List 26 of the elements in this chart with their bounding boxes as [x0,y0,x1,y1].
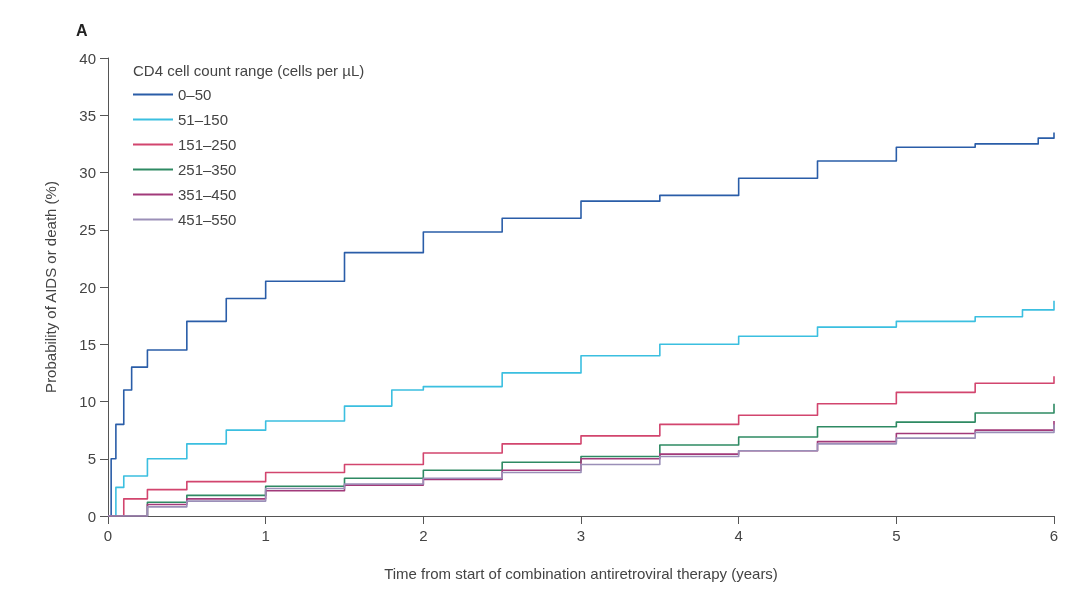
y-tick-label: 0 [87,507,96,525]
y-tick-label: 40 [79,49,96,67]
legend-label: 51–150 [178,111,229,128]
x-tick-label: 3 [576,527,586,544]
y-tick-label: 25 [79,221,96,239]
y-tick-label: 30 [79,164,96,181]
y-tick-label: 10 [79,393,96,410]
x-tick-label: 2 [419,527,428,544]
legend-label: 251–350 [178,161,237,178]
legend-label: 451–550 [178,211,237,228]
x-tick-label: 4 [734,527,743,544]
legend-label: 0–50 [178,86,212,103]
text: A [76,21,88,39]
x-tick-label: 5 [892,527,901,544]
y-tick-label: 15 [79,335,96,353]
x-tick-label: 1 [261,527,270,544]
y-tick-label: 20 [79,278,96,296]
y-tick-label: 5 [87,450,96,468]
x-tick-label: 6 [1049,527,1059,544]
x-axis-title: Time from start of combination antiretroviral therapy (years) [384,565,778,582]
x-tick-label: 0 [103,527,113,544]
y-tick-label: 35 [79,106,96,124]
y-axis-title: Probability of AIDS or death (%) [42,181,59,393]
legend-label: 151–250 [178,136,237,153]
legend-label: 351–450 [178,186,237,203]
legend-title: CD4 cell count range (cells per µL) [133,62,365,79]
